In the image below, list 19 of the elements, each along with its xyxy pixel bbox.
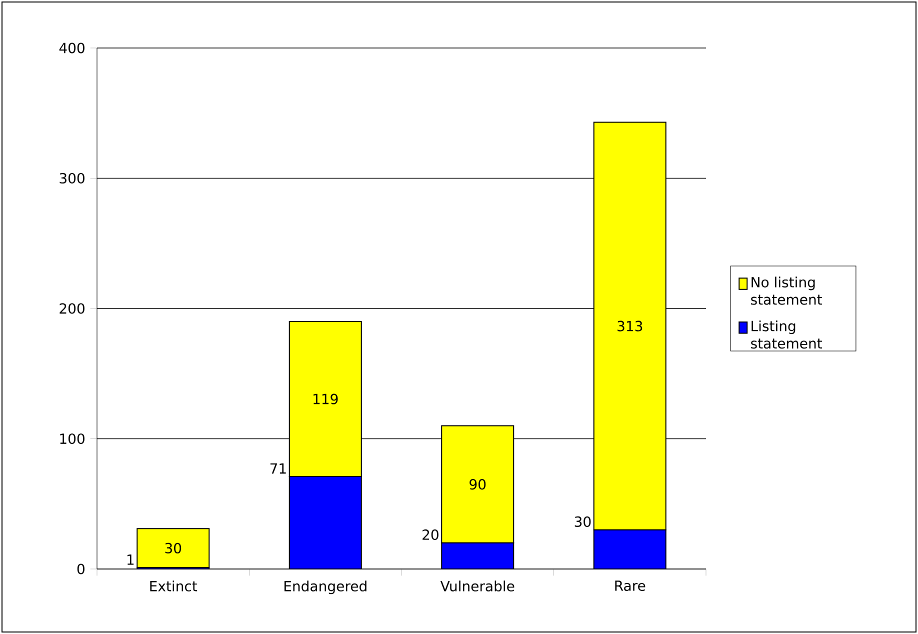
- x-tick-label: Extinct: [150, 580, 198, 592]
- y-tick-label: 300: [60, 172, 84, 184]
- y-tick-label: 200: [60, 303, 84, 314]
- data-label: 20: [422, 529, 438, 540]
- data-label: 90: [470, 479, 486, 490]
- y-tick-label: 400: [59, 42, 84, 54]
- legend-label: No listing statement: [751, 276, 822, 305]
- data-label: 313: [618, 320, 642, 332]
- y-tick-label: 100: [60, 433, 84, 444]
- data-label: 119: [314, 394, 338, 404]
- y-tick-label: 0: [77, 564, 84, 574]
- x-tick-label: Endangered: [284, 580, 366, 594]
- x-tick-label: Rare: [615, 580, 646, 591]
- data-label: 30: [574, 516, 591, 527]
- data-label: 30: [165, 542, 182, 554]
- x-tick-label: Vulnerable: [440, 580, 514, 592]
- data-label: 1: [127, 554, 134, 565]
- data-label: 71: [270, 463, 286, 474]
- legend-label: Listing statement: [751, 320, 822, 349]
